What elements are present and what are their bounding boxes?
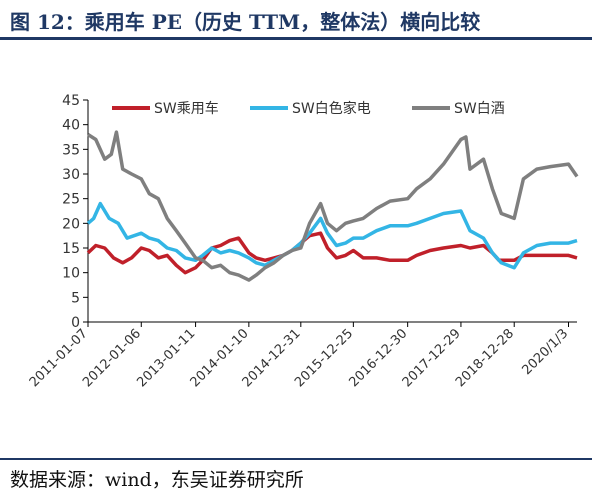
figure-title: 图 12：乘用车 PE（历史 TTM，整体法）横向比较 bbox=[10, 10, 481, 34]
x-axis: 2011-01-072012-01-062013-01-112014-01-10… bbox=[27, 321, 577, 390]
series-line-3 bbox=[87, 130, 579, 282]
y-tick-label: 10 bbox=[62, 266, 80, 282]
source-bar: 数据来源：wind，东吴证券研究所 bbox=[0, 458, 592, 495]
legend-label-3: SW白酒 bbox=[454, 101, 505, 117]
legend-label-1: SW乘用车 bbox=[154, 100, 219, 117]
pe-line-chart: 0 5 10 15 20 25 30 35 40 45 2011-01-072012-01-062… bbox=[27, 93, 579, 390]
source-note: 数据来源：wind，东吴证券研究所 bbox=[10, 469, 304, 491]
y-tick-label: 40 bbox=[62, 118, 80, 134]
y-tick-label: 20 bbox=[62, 216, 80, 232]
chart-legend: SW乘用车 SW白色家电 SW白酒 bbox=[112, 100, 505, 117]
series-lines bbox=[86, 130, 579, 282]
chart-container: 0 5 10 15 20 25 30 35 40 45 2011-01-07 2012-01-06 2… bbox=[0, 42, 592, 460]
y-tick-label: 35 bbox=[62, 142, 80, 158]
y-tick-label: 25 bbox=[62, 192, 80, 208]
y-tick-label: 0 bbox=[71, 315, 80, 331]
y-tick-label: 15 bbox=[62, 241, 80, 257]
y-tick-label: 45 bbox=[62, 93, 80, 109]
legend-label-2: SW白色家电 bbox=[292, 100, 371, 117]
x-tick-label: 2020/1/3 bbox=[519, 326, 571, 378]
y-axis: 0 5 10 15 20 25 30 35 40 45 bbox=[62, 93, 89, 331]
y-tick-label: 5 bbox=[71, 290, 80, 306]
figure-title-bar: 图 12：乘用车 PE（历史 TTM，整体法）横向比较 bbox=[0, 0, 592, 40]
y-tick-label: 30 bbox=[62, 167, 80, 183]
